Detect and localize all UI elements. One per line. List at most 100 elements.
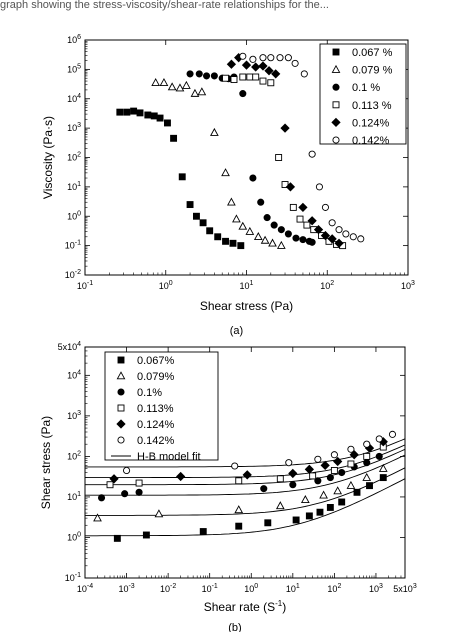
y-tick-label: 10-1 (65, 572, 81, 583)
triangle-marker (154, 509, 164, 518)
legend-label: 0.1 % (352, 82, 380, 94)
triangle-marker (182, 80, 191, 89)
y-tick-label: 102 (67, 450, 81, 461)
square-marker (363, 452, 371, 460)
series-2 (186, 70, 316, 246)
circle-marker (285, 459, 293, 467)
y-tick-label: 100 (67, 531, 81, 542)
x-tick-label: 5x103 (393, 583, 417, 594)
circle-marker (249, 174, 257, 182)
triangle-marker (333, 486, 343, 495)
circle-marker (375, 435, 383, 443)
circle-marker (260, 485, 268, 493)
square-marker (332, 101, 340, 109)
square-marker (186, 201, 194, 209)
circle-marker (202, 72, 211, 80)
triangle-marker (275, 501, 285, 510)
x-tick-label: 102 (320, 280, 334, 291)
hb-fit-line (85, 467, 406, 516)
circle-marker (97, 494, 106, 502)
legend-label: 0.067% (137, 355, 175, 367)
circle-marker (117, 436, 125, 444)
diamond-marker (176, 471, 186, 482)
square-marker (347, 460, 355, 468)
square-marker (330, 467, 338, 474)
y-tick-label: 10-2 (65, 269, 81, 280)
legend-label: 0.124% (137, 419, 175, 431)
hb-fit-line (85, 478, 406, 537)
triangle-marker (197, 87, 207, 96)
square-marker (276, 475, 284, 483)
square-marker (332, 48, 340, 56)
series-1 (93, 463, 388, 522)
y-axis-label: Shear stress (Pa) (39, 416, 53, 509)
legend-label: 0.079 % (352, 65, 393, 77)
square-marker (296, 215, 304, 223)
circle-marker (231, 462, 239, 470)
square-marker (136, 109, 144, 117)
series-2 (97, 452, 383, 502)
circle-marker (239, 52, 247, 60)
diamond-marker (327, 234, 337, 244)
legend-label: H-B model fit (137, 451, 201, 463)
x-tick-label: 10-3 (118, 583, 134, 594)
triangle-marker (175, 83, 185, 92)
square-marker (164, 119, 171, 127)
diamond-marker (251, 62, 261, 72)
x-tick-label: 102 (327, 583, 341, 594)
circle-marker (328, 219, 336, 227)
diamond-marker (313, 225, 324, 235)
square-marker (289, 203, 297, 211)
chart-panel-b: 10-4 10-3 10-2 10-1 100 101 102 103 5x103 10-1 100… (39, 341, 417, 632)
circle-marker (314, 477, 322, 485)
circle-marker (326, 474, 334, 482)
diamond-marker (320, 230, 331, 241)
circle-marker (347, 445, 355, 453)
diamond-marker (258, 61, 268, 71)
circle-marker (308, 150, 316, 158)
triangle-marker (190, 88, 200, 97)
square-marker (292, 516, 300, 524)
triangle-marker (253, 232, 263, 241)
y-axis-label: Viscosity (Pa·s) (41, 116, 55, 199)
triangle-marker (238, 221, 248, 230)
diamond-marker (264, 66, 274, 76)
square-marker (230, 76, 238, 84)
diamond-marker (304, 464, 314, 474)
series-4 (226, 53, 344, 248)
square-marker (309, 472, 317, 480)
series-0 (113, 474, 387, 542)
triangle-marker (346, 480, 356, 489)
x-tick-label: 10-4 (77, 583, 93, 594)
series-5 (239, 52, 365, 243)
legend-label: 0.142% (352, 135, 390, 147)
x-tick-label: 103 (369, 583, 383, 594)
legend: 0.067 % 0.079 % 0.1 % 0.113 % 0.124% 0.142% (319, 43, 407, 147)
x-axis-label: Shear stress (Pa) (200, 299, 293, 313)
diamond-marker (298, 202, 308, 213)
y-tick-label: 104 (67, 93, 81, 104)
legend-box (319, 43, 407, 145)
series-1 (151, 78, 286, 249)
y-tick-label: 105 (67, 63, 81, 74)
y-tick-label: 103 (67, 122, 81, 133)
x-tick-label: 100 (159, 280, 173, 291)
triangle-marker (362, 472, 372, 481)
circle-marker (210, 72, 218, 80)
y-tick-label: 103 (67, 410, 81, 421)
series-0 (116, 107, 245, 250)
square-marker (156, 114, 164, 122)
circle-marker (300, 70, 308, 78)
square-marker (123, 108, 131, 116)
triangle-marker (167, 82, 177, 91)
y-axis: 10-1 100 101 102 103 104 5x104 (58, 341, 405, 583)
panel-label: (b) (228, 622, 241, 632)
square-marker (199, 528, 207, 535)
circle-marker (270, 221, 278, 229)
y-tick-label: 10-1 (65, 240, 81, 251)
circle-marker (330, 451, 338, 459)
circle-marker (267, 54, 275, 62)
square-marker (281, 181, 289, 188)
square-marker (144, 111, 152, 119)
square-marker (193, 212, 200, 220)
